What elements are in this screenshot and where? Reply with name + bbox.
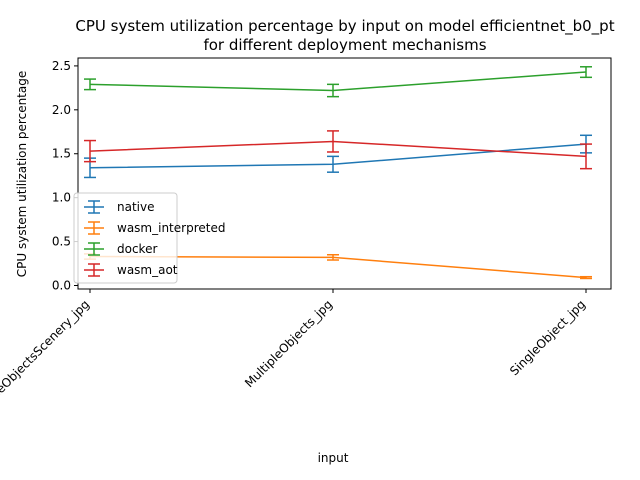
legend-item-wasm_aot: wasm_aot xyxy=(84,263,178,277)
x-axis-label: input xyxy=(318,451,349,465)
y-tick-label: 1.5 xyxy=(52,147,71,161)
legend-label: wasm_aot xyxy=(117,263,178,277)
x-tick-label: MultipleObjectsScenery_jpg xyxy=(0,297,92,424)
y-tick-label: 1.0 xyxy=(52,191,71,205)
legend-item-docker: docker xyxy=(84,242,157,256)
legend-label: native xyxy=(117,200,154,214)
legend-item-native: native xyxy=(84,200,154,214)
series-line xyxy=(89,140,587,158)
y-tick-label: 2.5 xyxy=(52,59,71,73)
plot-frame xyxy=(77,57,612,290)
legend-box xyxy=(73,192,178,284)
y-tick-label: 0.5 xyxy=(52,235,71,249)
y-axis: 0.0 0.5 1.0 1.5 2.0 2.5 xyxy=(52,59,78,292)
chart-title-line2: for different deployment mechanisms xyxy=(203,36,486,54)
y-tick-label: 2.0 xyxy=(52,103,71,117)
y-axis-label: CPU system utilization percentage xyxy=(15,71,29,278)
legend-item-wasm_interpreted: wasm_interpreted xyxy=(84,221,225,235)
x-axis: MultipleObjectsScenery_jpg MultipleObject… xyxy=(0,289,588,425)
legend-label: wasm_interpreted xyxy=(117,221,225,235)
x-tick-label: SingleObject_jpg xyxy=(507,297,588,378)
y-tick-label: 0.0 xyxy=(52,278,71,292)
series-docker xyxy=(84,66,592,98)
x-tick-label: MultipleObjects_jpg xyxy=(242,297,335,390)
series-line xyxy=(89,71,587,92)
legend-label: docker xyxy=(117,242,157,256)
chart-title-line1: CPU system utilization percentage by inp… xyxy=(75,17,614,36)
series-wasm_aot xyxy=(84,130,592,170)
